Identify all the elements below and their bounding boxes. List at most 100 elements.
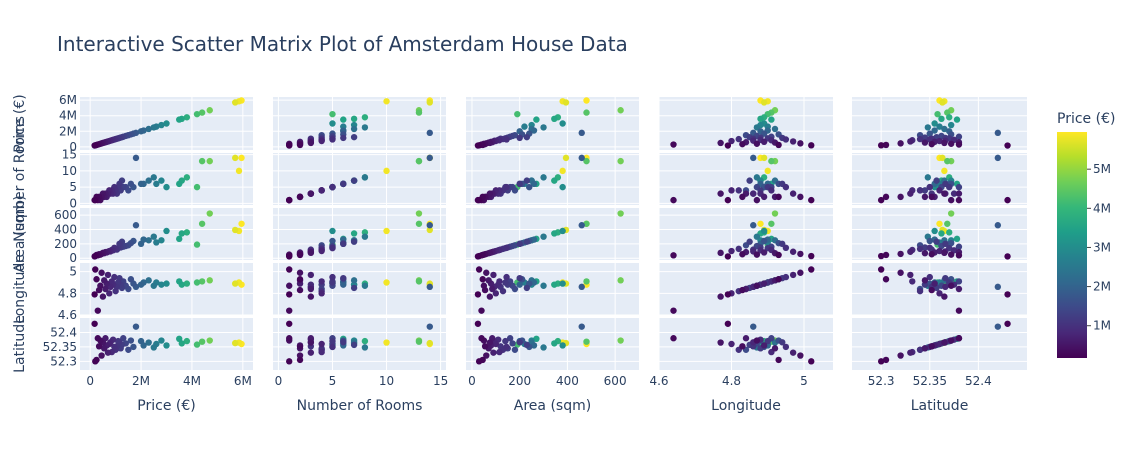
data-point	[753, 174, 761, 181]
data-point	[415, 109, 423, 116]
data-point	[307, 349, 315, 356]
y-axis-title: Latitude	[12, 315, 28, 373]
y-tick-label: 52.35	[43, 340, 77, 354]
data-point	[415, 157, 423, 165]
colorbar: Price (€) 1M 2M 3M 4M 5M	[1057, 111, 1115, 358]
data-point	[735, 187, 742, 194]
data-point	[926, 130, 933, 137]
data-point	[426, 222, 433, 229]
cell-lon-vs-rooms	[273, 263, 446, 316]
data-point	[728, 247, 735, 255]
data-point	[318, 348, 325, 356]
data-point	[941, 339, 948, 346]
data-point	[750, 222, 757, 229]
data-point	[415, 278, 423, 285]
cell-lon-vs-area	[466, 263, 639, 316]
x-tick-label: 0	[468, 374, 476, 388]
data-point	[808, 142, 815, 149]
data-point	[478, 307, 485, 314]
data-point	[768, 157, 775, 165]
data-point	[789, 190, 797, 197]
data-point	[415, 210, 423, 217]
data-point	[1004, 142, 1011, 149]
data-point	[936, 247, 943, 255]
y-tick-label: 15	[62, 148, 77, 162]
data-point	[114, 337, 122, 345]
data-point	[198, 157, 206, 165]
data-point	[383, 227, 390, 235]
x-tick-label: 200	[508, 374, 531, 388]
data-point	[350, 341, 358, 349]
data-point	[523, 177, 531, 184]
data-point	[483, 269, 490, 276]
x-tick-label: 0	[86, 374, 94, 388]
data-point	[137, 128, 145, 135]
data-point	[939, 99, 946, 106]
data-point	[953, 235, 961, 243]
x-axis-title: Price (€)	[137, 398, 195, 414]
data-point	[206, 210, 213, 217]
data-point	[475, 266, 483, 273]
data-point	[145, 277, 152, 284]
data-point	[206, 157, 213, 165]
data-point	[503, 136, 510, 143]
data-point	[933, 177, 940, 184]
data-point	[145, 177, 152, 184]
cell-rooms-vs-rooms	[273, 153, 446, 205]
data-point	[318, 247, 325, 255]
data-point	[746, 177, 753, 184]
data-point	[768, 220, 775, 227]
data-point	[562, 99, 570, 106]
data-point	[750, 190, 757, 197]
data-point	[490, 349, 497, 356]
data-point	[617, 337, 624, 344]
data-point	[516, 134, 523, 142]
data-point	[760, 249, 768, 256]
data-point	[98, 352, 105, 359]
data-point	[490, 271, 497, 279]
data-point	[617, 107, 624, 114]
data-point	[941, 167, 948, 175]
data-point	[941, 139, 948, 147]
data-point	[724, 196, 732, 204]
data-point	[728, 340, 735, 348]
data-point	[286, 335, 293, 342]
data-point	[145, 125, 152, 133]
data-point	[936, 187, 943, 194]
data-point	[137, 180, 145, 188]
data-point	[750, 154, 757, 162]
data-point	[921, 277, 929, 284]
colorbar-tick-label: 5M	[1093, 162, 1111, 176]
data-point	[231, 226, 239, 234]
data-point	[361, 337, 369, 345]
data-point	[947, 251, 955, 258]
data-point	[286, 320, 293, 327]
data-point	[955, 252, 963, 259]
data-point	[511, 346, 519, 353]
data-point	[530, 127, 538, 134]
data-point	[286, 291, 293, 298]
cell-rooms-vs-lon	[658, 153, 833, 205]
x-tick-label: 10	[379, 374, 394, 388]
data-point	[489, 285, 496, 293]
data-point	[724, 142, 732, 149]
data-point	[540, 233, 547, 240]
data-point	[521, 123, 528, 130]
data-point	[481, 286, 489, 294]
data-point	[350, 284, 358, 292]
data-point	[383, 339, 390, 346]
data-point	[206, 337, 213, 344]
data-point	[559, 227, 566, 235]
data-point	[100, 345, 108, 352]
data-point	[782, 343, 790, 351]
data-point	[329, 343, 336, 351]
data-point	[193, 183, 201, 191]
data-point	[198, 109, 206, 116]
data-point	[137, 281, 145, 288]
cell-rooms-vs-price	[80, 153, 253, 205]
data-point	[231, 280, 239, 287]
data-point	[350, 238, 358, 245]
data-point	[797, 193, 804, 201]
data-point	[238, 220, 245, 227]
data-point	[771, 210, 779, 217]
